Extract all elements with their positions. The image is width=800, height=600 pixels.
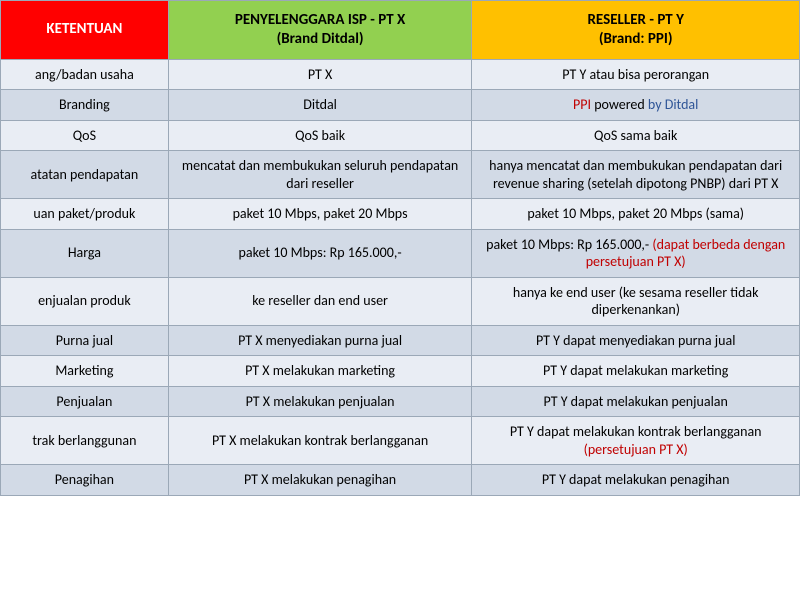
cell-isp: PT X [168,59,472,90]
cell-ketentuan: Purna jual [1,325,169,356]
cell-ketentuan: enjualan produk [1,277,169,325]
cell-reseller: QoS sama baik [472,120,800,151]
cell-isp: ke reseller dan end user [168,277,472,325]
header-reseller-line1: RESELLER - PT Y [587,11,683,29]
header-reseller: RESELLER - PT Y (Brand: PPI) [472,1,800,60]
brand-ppi: PPI [573,96,591,113]
cell-reseller: PT Y dapat melakukan penjualan [472,386,800,417]
table-row: MarketingPT X melakukan marketingPT Y da… [1,356,800,387]
cell-isp: Ditdal [168,90,472,121]
cell-reseller: PT Y dapat melakukan marketing [472,356,800,387]
header-ketentuan: KETENTUAN [1,1,169,60]
cell-ketentuan: Penjualan [1,386,169,417]
table-row: QoSQoS baikQoS sama baik [1,120,800,151]
cell-reseller: paket 10 Mbps: Rp 165.000,- (dapat berbe… [472,229,800,277]
cell-reseller: hanya mencatat dan membukukan pendapatan… [472,151,800,199]
table-row: PenagihanPT X melakukan penagihanPT Y da… [1,465,800,496]
table-row: Purna jualPT X menyediakan purna jualPT … [1,325,800,356]
cell-isp: PT X melakukan penagihan [168,465,472,496]
cell-ketentuan: Branding [1,90,169,121]
cell-isp: PT X menyediakan purna jual [168,325,472,356]
table-row: ang/badan usahaPT XPT Y atau bisa perora… [1,59,800,90]
table-row: enjualan produkke reseller dan end userh… [1,277,800,325]
brand-by: by Ditdal [648,96,698,113]
cell-isp: QoS baik [168,120,472,151]
cell-reseller: PT Y dapat melakukan kontrak berlanggana… [472,417,800,465]
comparison-table: KETENTUAN PENYELENGGARA ISP - PT X (Bran… [0,0,800,496]
table-body: ang/badan usahaPT XPT Y atau bisa perora… [1,59,800,495]
cell-text-pre: paket 10 Mbps: Rp 165.000,- [486,236,652,253]
cell-ketentuan: uan paket/produk [1,199,169,230]
cell-ketentuan: Harga [1,229,169,277]
cell-isp: mencatat dan membukukan seluruh pendapat… [168,151,472,199]
cell-isp: paket 10 Mbps, paket 20 Mbps [168,199,472,230]
cell-reseller: paket 10 Mbps, paket 20 Mbps (sama) [472,199,800,230]
table-row: BrandingDitdalPPI powered by Ditdal [1,90,800,121]
table-row: Hargapaket 10 Mbps: Rp 165.000,-paket 10… [1,229,800,277]
header-isp-line2: (Brand Ditdal) [277,30,364,48]
cell-reseller: PT Y atau bisa perorangan [472,59,800,90]
table-row: atatan pendapatanmencatat dan membukukan… [1,151,800,199]
cell-reseller: hanya ke end user (ke sesama reseller ti… [472,277,800,325]
cell-ketentuan: trak berlanggunan [1,417,169,465]
cell-isp: PT X melakukan kontrak berlangganan [168,417,472,465]
cell-ketentuan: Penagihan [1,465,169,496]
cell-isp: paket 10 Mbps: Rp 165.000,- [168,229,472,277]
table-row: uan paket/produkpaket 10 Mbps, paket 20 … [1,199,800,230]
table-row: trak berlanggunanPT X melakukan kontrak … [1,417,800,465]
cell-text-pre: PT Y dapat melakukan kontrak berlanggana… [510,423,762,440]
cell-reseller: PPI powered by Ditdal [472,90,800,121]
header-isp: PENYELENGGARA ISP - PT X (Brand Ditdal) [168,1,472,60]
header-reseller-line2: (Brand: PPI) [599,30,673,48]
cell-ketentuan: QoS [1,120,169,151]
cell-reseller: PT Y dapat menyediakan purna jual [472,325,800,356]
cell-text-red: (persetujuan PT X) [584,441,688,458]
table-row: PenjualanPT X melakukan penjualanPT Y da… [1,386,800,417]
cell-isp: PT X melakukan marketing [168,356,472,387]
brand-mid: powered [591,96,648,113]
header-isp-line1: PENYELENGGARA ISP - PT X [235,11,405,29]
cell-isp: PT X melakukan penjualan [168,386,472,417]
table-header-row: KETENTUAN PENYELENGGARA ISP - PT X (Bran… [1,1,800,60]
header-ketentuan-text: KETENTUAN [46,20,122,38]
cell-ketentuan: Marketing [1,356,169,387]
cell-reseller: PT Y dapat melakukan penagihan [472,465,800,496]
cell-ketentuan: ang/badan usaha [1,59,169,90]
cell-ketentuan: atatan pendapatan [1,151,169,199]
